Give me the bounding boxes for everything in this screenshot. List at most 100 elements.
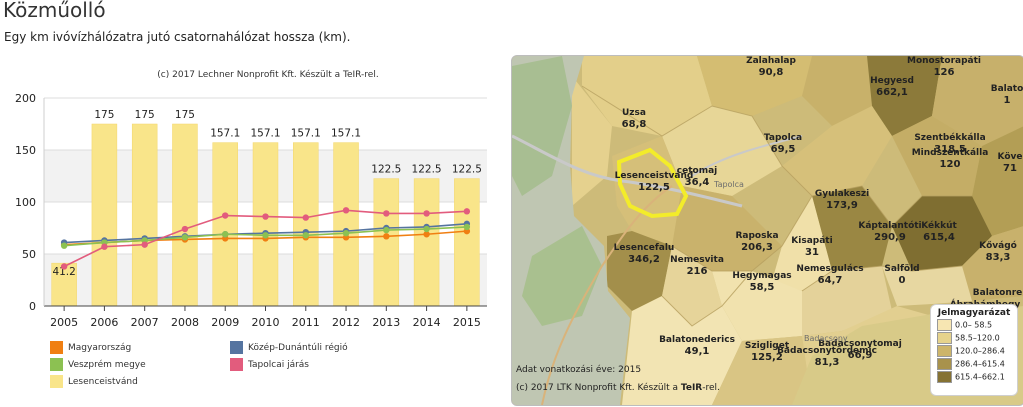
legend-item[interactable]: Veszprém megye	[50, 358, 146, 371]
map-label-value: 36,4	[684, 177, 710, 188]
map-label-3[interactable]: Balato 1	[991, 84, 1023, 106]
line-point[interactable]	[141, 241, 148, 248]
map-label-27[interactable]: Badacsonytördemic 81,3	[777, 346, 877, 368]
line-point[interactable]	[463, 223, 471, 231]
bar-2015[interactable]	[454, 178, 480, 307]
map-data-year: Adat vonatkozási éve: 2015	[516, 365, 642, 375]
map-label-24[interactable]: Balatonederics 49,1	[659, 335, 735, 357]
map-legend-label: 0.0– 58.5	[955, 320, 993, 330]
line-point[interactable]	[101, 243, 108, 250]
map-label-2[interactable]: Hegyesd 662,1	[870, 76, 914, 98]
map-label-value: 290,9	[874, 232, 906, 243]
map-region	[962, 226, 1023, 301]
map-label-value: 66,9	[847, 350, 873, 361]
map-label-9[interactable]: Lesenceistvánd 122,5	[615, 171, 694, 193]
x-tick-label: 2014	[413, 316, 441, 329]
map-region	[812, 186, 892, 271]
line-point[interactable]	[423, 231, 430, 238]
map-label-19[interactable]: Hegymagas 58,5	[732, 271, 791, 293]
choropleth-map[interactable]: Zalahalap 90,8 Monostorapáti 126 Hegyesd 662,…	[511, 55, 1023, 406]
line-point[interactable]	[383, 233, 390, 240]
map-label-7[interactable]: Mindszentkálla 120	[912, 148, 989, 170]
line-point[interactable]	[60, 242, 68, 249]
line-point[interactable]	[463, 208, 471, 215]
bar-2010[interactable]	[252, 142, 279, 307]
map-label-0[interactable]: Zalahalap 90,8	[746, 56, 796, 78]
map-label-1[interactable]: Monostorapáti 126	[907, 56, 981, 78]
map-label-5[interactable]: Tapolca 69,5	[764, 133, 802, 155]
legend-item[interactable]: Közép-Dunántúli régió	[230, 341, 348, 354]
map-region	[672, 186, 782, 271]
bar-2006[interactable]	[91, 123, 118, 307]
map-label-13[interactable]: Kékkút 615,4	[921, 221, 957, 243]
map-label-name: Nemesgulács	[796, 264, 864, 274]
legend-item[interactable]: Tapolcai járás	[230, 358, 309, 371]
line-point[interactable]	[262, 232, 269, 239]
bar-2013[interactable]	[373, 178, 400, 307]
line-point[interactable]	[423, 210, 430, 217]
bar-data-label: 157.1	[250, 128, 280, 140]
map-label-value: 662,1	[876, 87, 908, 98]
line-point[interactable]	[262, 213, 269, 220]
line-point[interactable]	[222, 212, 229, 219]
legend-swatch	[50, 341, 63, 354]
line-point[interactable]	[181, 234, 189, 241]
line-point[interactable]	[222, 231, 229, 238]
map-region	[712, 336, 812, 405]
map-credit-suffix: -rel.	[702, 383, 720, 393]
map-region	[882, 266, 972, 306]
map-label-10[interactable]: cetomaj 36,4	[677, 166, 717, 188]
line-point[interactable]	[383, 226, 390, 234]
road-line	[691, 135, 803, 177]
bar-data-label: 157.1	[210, 128, 240, 140]
map-label-name: Badacsonytördemic	[777, 346, 877, 356]
teir-link[interactable]: TeIR	[680, 383, 703, 393]
map-legend-label: 120.0–286.4	[955, 346, 1005, 356]
map-label-22[interactable]: Balatonrende	[973, 288, 1023, 299]
map-legend-row: 615.4–662.1	[937, 371, 1017, 383]
line-point[interactable]	[342, 207, 350, 214]
map-label-15[interactable]: Raposka 206,3	[735, 231, 778, 253]
line-point[interactable]	[342, 230, 350, 237]
road-line	[541, 185, 673, 405]
bar-2009[interactable]	[212, 142, 238, 307]
legend-item[interactable]: Lesenceistvánd	[50, 375, 138, 388]
y-tick-label: 150	[15, 144, 36, 157]
map-label-25[interactable]: Szigliget 125,2	[745, 341, 789, 363]
map-label-value: 31	[805, 247, 819, 258]
map-region	[572, 76, 612, 206]
legend-label: Magyarország	[68, 343, 132, 353]
map-label-16[interactable]: Kisapáti 31	[791, 236, 832, 258]
bar-2005[interactable]	[51, 262, 77, 307]
bar-2011[interactable]	[293, 142, 319, 307]
line-point[interactable]	[60, 263, 68, 270]
bar-2007[interactable]	[131, 123, 158, 307]
bar-2008[interactable]	[172, 123, 198, 307]
map-label-12[interactable]: Káptalantóti 290,9	[858, 221, 921, 243]
map-legend-row: 286.4–615.4	[937, 358, 1017, 370]
map-label-18[interactable]: Nemesvita 216	[670, 255, 724, 277]
map-label-8[interactable]: Köve 71	[998, 152, 1023, 174]
map-label-26[interactable]: Badacsonytomaj 66,9	[818, 339, 902, 361]
map-label-20[interactable]: Nemesgulács 64,7	[796, 264, 863, 286]
map-label-11[interactable]: Gyulakeszi 173,9	[815, 189, 869, 211]
map-label-value: 1	[1003, 95, 1011, 106]
map-label-17[interactable]: Lesencefalu 346,2	[614, 243, 675, 265]
map-legend-swatch	[937, 332, 952, 344]
line-point[interactable]	[181, 225, 189, 233]
map-label-6[interactable]: Szentbékkálla 318,5	[914, 133, 985, 155]
bar-2012[interactable]	[333, 142, 359, 307]
line-point[interactable]	[302, 214, 309, 221]
line-point[interactable]	[423, 225, 430, 233]
map-label-21[interactable]: Salföld 0	[884, 264, 919, 286]
bar-2014[interactable]	[413, 178, 440, 307]
line-point[interactable]	[302, 232, 309, 239]
map-label-name: Szigliget	[744, 341, 790, 351]
line-point[interactable]	[383, 210, 390, 217]
legend-item[interactable]: Magyarország	[50, 341, 131, 354]
map-label-14[interactable]: Kővágó 83,3	[979, 241, 1017, 263]
map-regions	[512, 56, 1023, 405]
x-tick-label: 2010	[252, 316, 280, 329]
map-label-4[interactable]: Uzsa 68,8	[622, 108, 647, 130]
map-label-name: Salföld	[884, 264, 920, 274]
